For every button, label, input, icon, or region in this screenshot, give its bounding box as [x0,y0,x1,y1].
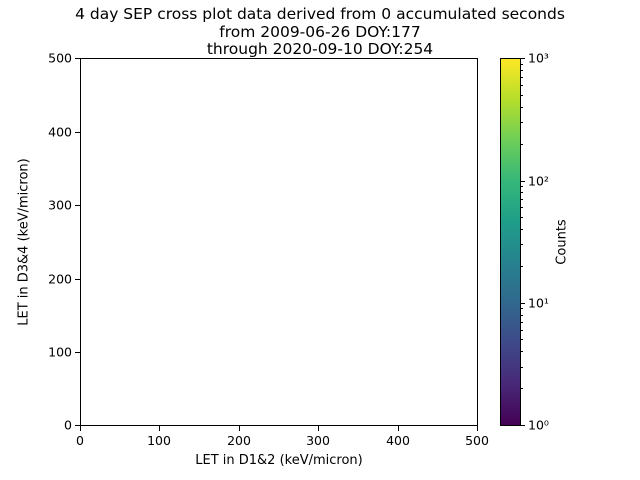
colorbar-tick-label: 10³ [528,50,549,66]
colorbar-minor-tick-mark [521,308,523,309]
colorbar-axis-label: Counts [554,219,570,265]
chart-title-line-1: 4 day SEP cross plot data derived from 0… [75,5,565,23]
y-tick-label: 100 [48,344,72,360]
colorbar-minor-tick-mark [521,244,523,245]
colorbar-tick-label: 10¹ [528,295,549,311]
colorbar-minor-tick-mark [521,367,523,368]
y-tick-mark [75,352,80,353]
x-tick-mark [398,426,399,431]
colorbar-minor-tick-mark [521,199,523,200]
colorbar-minor-tick-mark [521,85,523,86]
colorbar-minor-tick-mark [521,351,523,352]
colorbar-minor-tick-mark [521,330,523,331]
x-tick-mark [318,426,319,431]
colorbar-minor-tick-mark [521,339,523,340]
y-axis-label: LET in D3&4 (keV/micron) [16,158,32,326]
y-tick-mark [75,58,80,59]
chart-title: 4 day SEP cross plot data derived from 0… [0,5,640,59]
colorbar-minor-tick-mark [521,64,523,65]
x-tick-mark [159,426,160,431]
colorbar-minor-tick-mark [521,217,523,218]
colorbar-tick-mark [521,58,525,59]
y-tick-mark [75,425,80,426]
y-tick-label: 400 [48,124,72,140]
colorbar-minor-tick-mark [521,95,523,96]
colorbar-minor-tick-mark [521,322,523,323]
colorbar-minor-tick-mark [521,388,523,389]
y-tick-mark [75,279,80,280]
x-tick-label: 300 [306,433,330,448]
y-tick-mark [75,205,80,206]
colorbar-minor-tick-mark [521,186,523,187]
x-tick-label: 500 [465,433,489,448]
chart-title-line-2: from 2009-06-26 DOY:177 [219,22,421,41]
colorbar-minor-tick-mark [521,70,523,71]
x-tick-mark [239,426,240,431]
colorbar-tick-mark [521,303,525,304]
colorbar-tick-mark [521,181,525,182]
colorbar-minor-tick-mark [521,144,523,145]
colorbar-minor-tick-mark [521,107,523,108]
x-tick-label: 200 [227,433,251,448]
colorbar-minor-tick-mark [521,122,523,123]
colorbar-minor-tick-mark [521,266,523,267]
x-tick-label: 400 [386,433,410,448]
y-tick-label: 500 [48,50,72,66]
plot-area [80,58,478,426]
colorbar-gradient [501,59,520,425]
colorbar-minor-tick-mark [521,192,523,193]
colorbar-tick-label: 10⁰ [528,417,549,433]
chart-title-line-3: through 2020-09-10 DOY:254 [206,40,434,58]
y-tick-label: 0 [64,417,72,433]
colorbar-minor-tick-mark [521,77,523,78]
y-tick-mark [75,132,80,133]
x-tick-label: 100 [147,433,171,448]
colorbar [500,58,521,426]
x-tick-mark [80,426,81,431]
colorbar-minor-tick-mark [521,207,523,208]
y-tick-label: 300 [48,197,72,213]
x-axis-label: LET in D1&2 (keV/micron) [195,453,363,468]
y-tick-label: 200 [48,271,72,287]
colorbar-minor-tick-mark [521,315,523,316]
colorbar-tick-mark [521,425,525,426]
x-tick-mark [477,426,478,431]
colorbar-tick-label: 10² [528,173,549,189]
x-tick-label: 0 [76,433,84,448]
colorbar-minor-tick-mark [521,229,523,230]
